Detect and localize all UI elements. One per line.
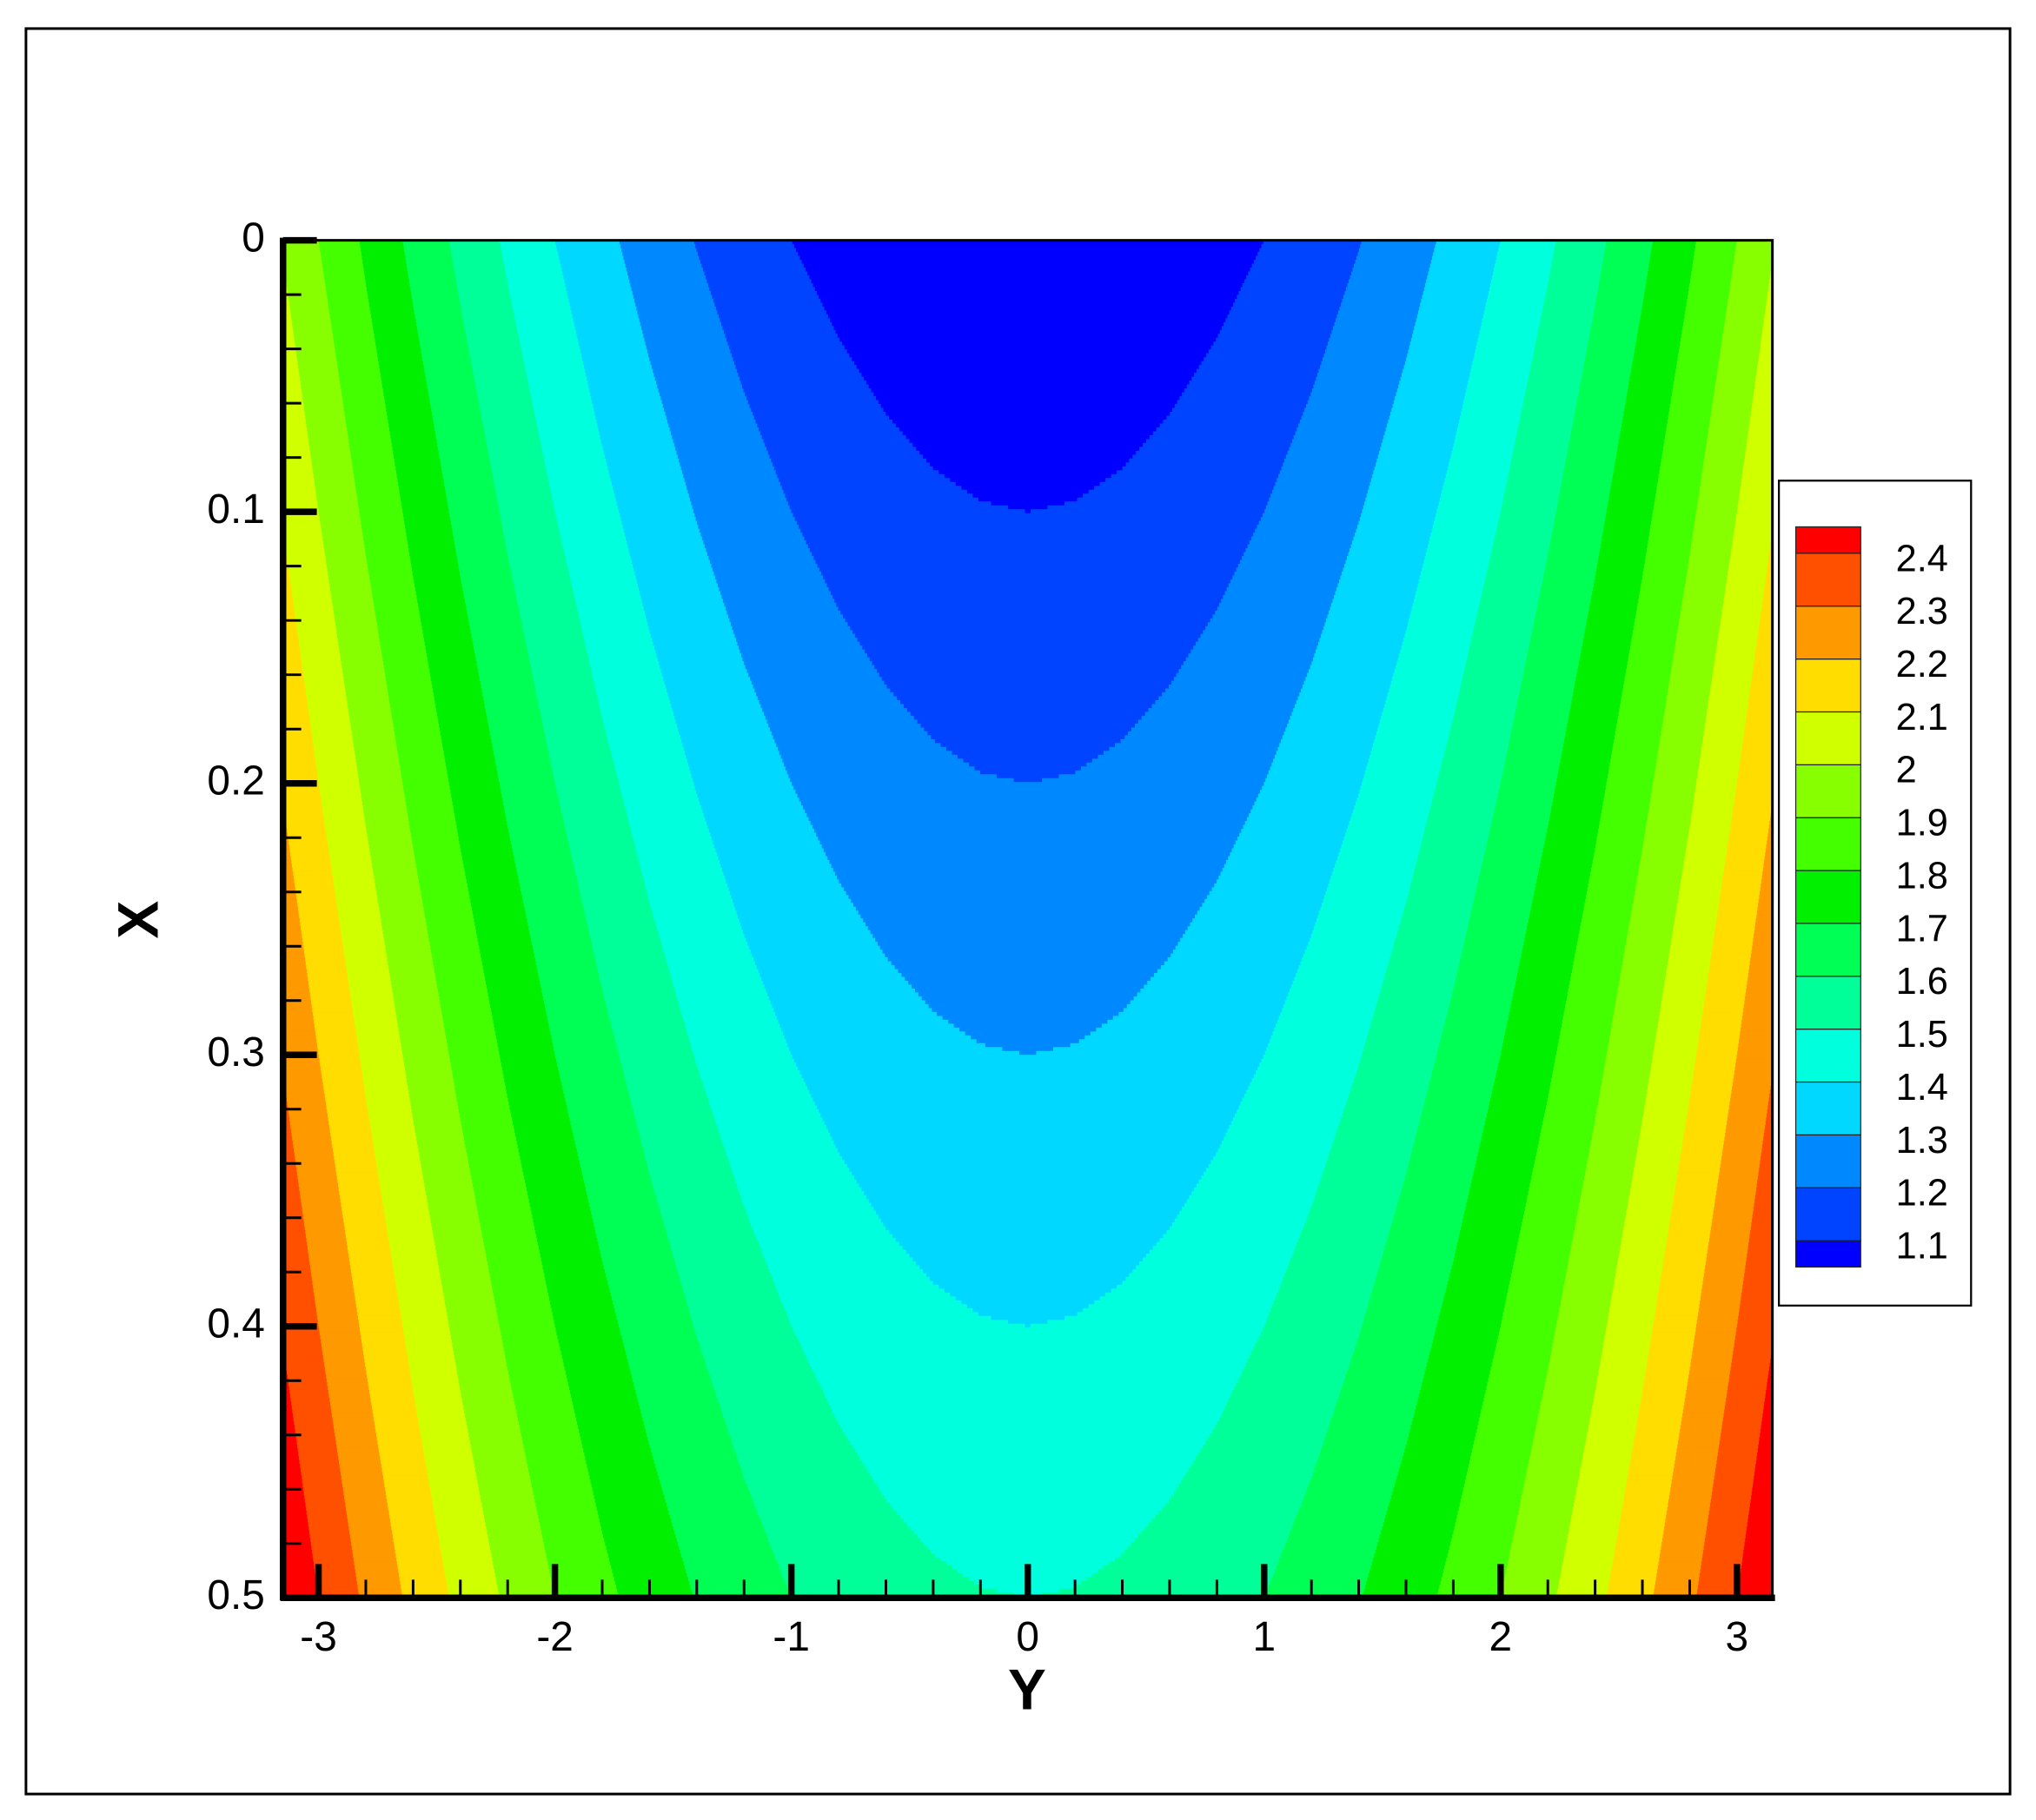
chart: -3 -2 -1 0 1 2 300.10.20.30.40.5 Y X 1.11.21.3… (0, 0, 2036, 1820)
contour-field (283, 241, 1774, 1602)
page: {"chart_data": { "type": "contour", "xla… (0, 0, 2036, 1820)
